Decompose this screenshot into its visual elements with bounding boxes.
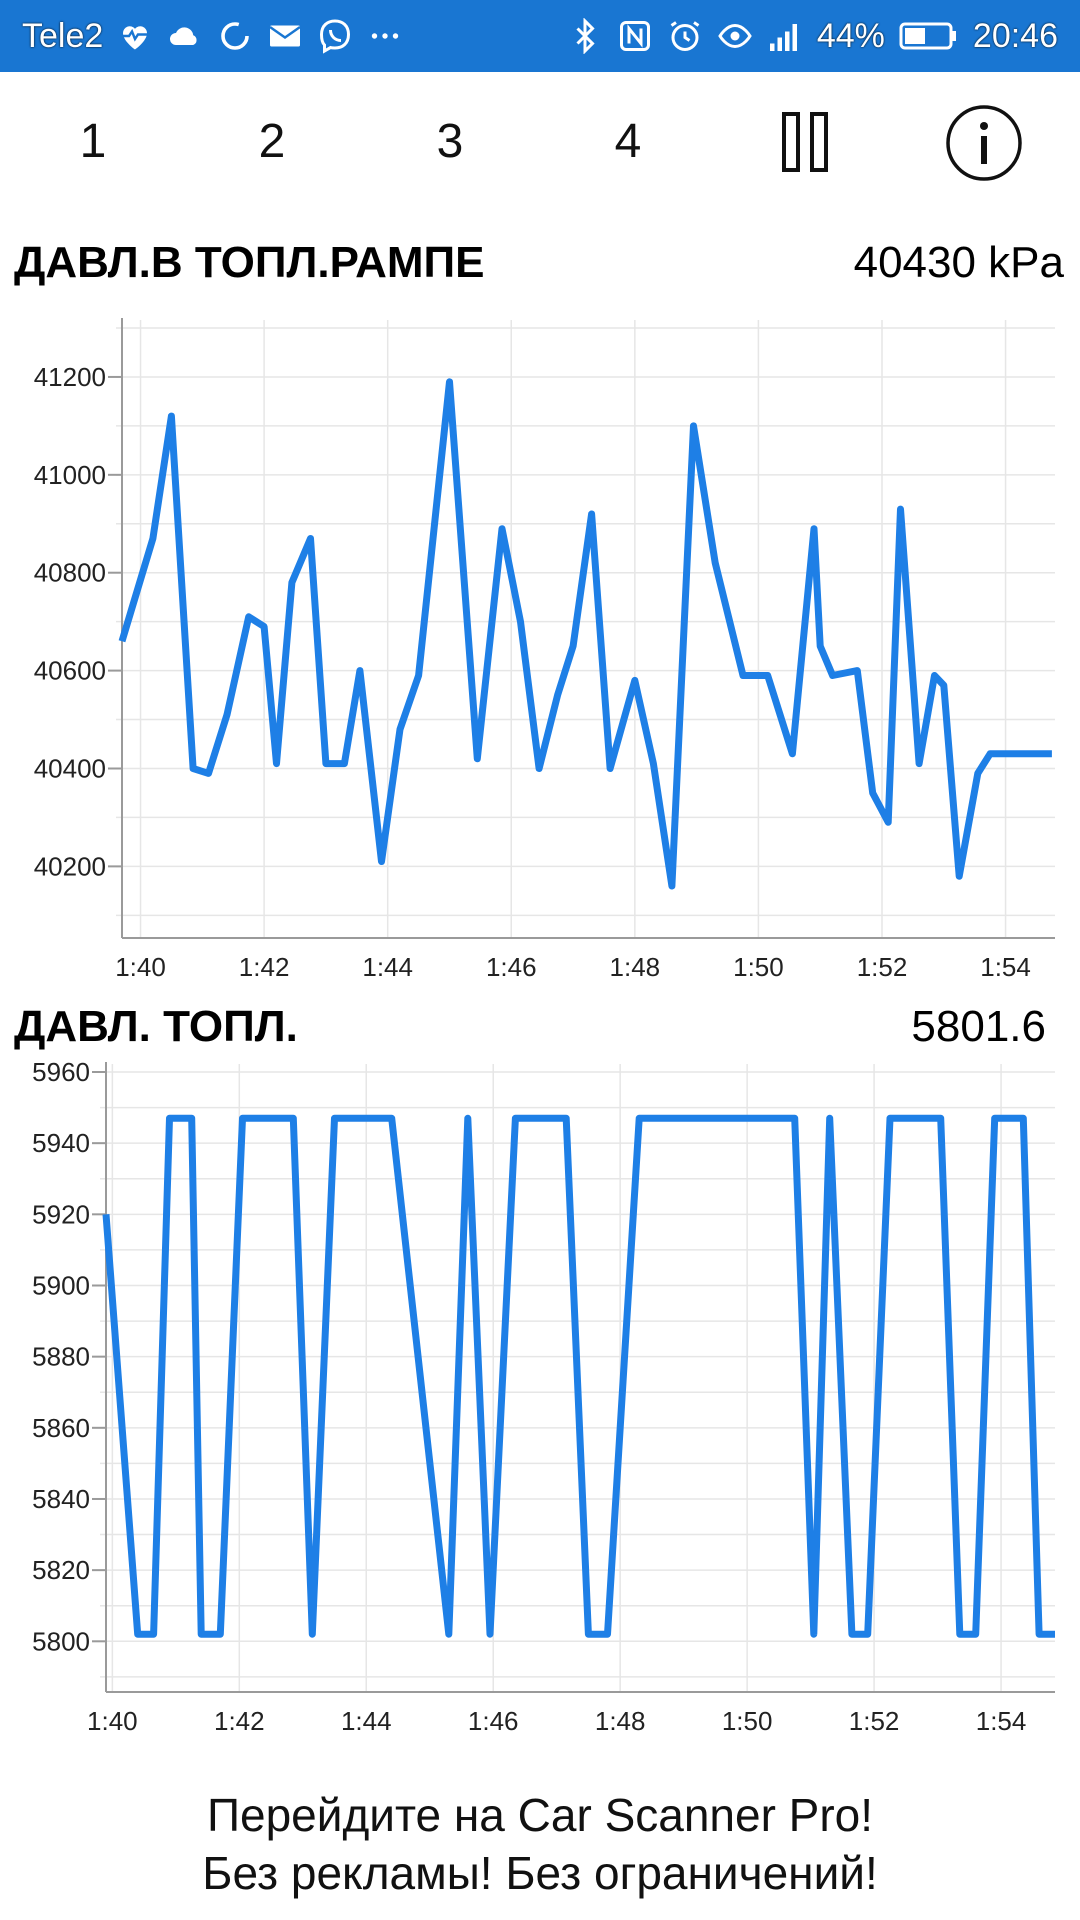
y-tick-label-1: 41200 bbox=[34, 362, 106, 392]
clock: 20:46 bbox=[972, 16, 1058, 55]
y-tick-label-2: 5960 bbox=[32, 1060, 90, 1087]
toolbar: 1 2 3 4 bbox=[0, 72, 1080, 212]
alarm-icon bbox=[670, 21, 700, 51]
nfc-icon bbox=[619, 21, 650, 51]
y-tick-label-1: 40400 bbox=[34, 753, 106, 783]
x-tick-label-1: 1:42 bbox=[239, 952, 290, 982]
promo-line-2: Без рекламы! Без ограничений! bbox=[202, 1847, 878, 1899]
more-icon bbox=[372, 33, 399, 39]
sync-icon bbox=[221, 22, 250, 50]
y-tick-label-2: 5800 bbox=[32, 1626, 90, 1656]
carrier-label: Tele2 bbox=[22, 16, 104, 55]
cloud-icon bbox=[170, 27, 197, 45]
y-tick-label-2: 5860 bbox=[32, 1413, 90, 1443]
y-tick-label-1: 40800 bbox=[34, 558, 106, 588]
x-tick-label-2: 1:42 bbox=[214, 1706, 265, 1736]
signal-icon bbox=[769, 24, 797, 51]
y-tick-label-1: 41000 bbox=[34, 460, 106, 490]
promo-line-1: Перейдите на Car Scanner Pro! bbox=[206, 1789, 874, 1841]
x-tick-label-2: 1:52 bbox=[849, 1706, 900, 1736]
tab-4[interactable]: 4 bbox=[614, 115, 642, 168]
y-tick-label-2: 5880 bbox=[32, 1342, 90, 1372]
x-tick-label-1: 1:52 bbox=[857, 952, 908, 982]
promo-banner[interactable]: Перейдите на Car Scanner Pro! Без реклам… bbox=[0, 1786, 1080, 1902]
tab-3[interactable]: 3 bbox=[436, 115, 464, 168]
info-icon[interactable] bbox=[945, 104, 1023, 182]
fuel-rail-pressure-chart: 1:40 1:42 1:44 1:46 1:48 1:50 1:52 1:54 40200 404… bbox=[34, 318, 1055, 982]
chart-1-value: 40430 kPa bbox=[853, 238, 1064, 287]
x-tick-label-2: 1:40 bbox=[87, 1706, 138, 1736]
x-tick-label-1: 1:40 bbox=[115, 952, 166, 982]
x-tick-label-1: 1:50 bbox=[733, 952, 784, 982]
x-tick-label-1: 1:44 bbox=[362, 952, 413, 982]
pause-icon[interactable] bbox=[780, 112, 830, 172]
x-tick-label-1: 1:48 bbox=[610, 952, 661, 982]
viber-icon bbox=[320, 19, 351, 54]
y-tick-label-2: 5920 bbox=[32, 1199, 90, 1229]
y-tick-label-2: 5900 bbox=[32, 1270, 90, 1300]
tab-1[interactable]: 1 bbox=[79, 115, 107, 168]
x-tick-label-2: 1:44 bbox=[341, 1706, 392, 1736]
chart-2-title: ДАВЛ. ТОПЛ. bbox=[14, 1002, 298, 1051]
battery-percent: 44% bbox=[816, 16, 885, 55]
mail-icon bbox=[269, 25, 301, 47]
eye-icon bbox=[718, 23, 752, 49]
x-tick-label-2: 1:46 bbox=[468, 1706, 519, 1736]
x-tick-label-2: 1:54 bbox=[976, 1706, 1027, 1736]
status-bar: Tele2 44% 20:46 bbox=[0, 0, 1080, 72]
fuel-pressure-chart: 1:40 1:42 1:44 1:46 1:48 1:50 1:52 1:54 5800 5820… bbox=[32, 1060, 1055, 1736]
x-tick-label-1: 1:54 bbox=[980, 952, 1031, 982]
y-tick-label-2: 5840 bbox=[32, 1484, 90, 1514]
heart-pulse-icon bbox=[123, 26, 148, 50]
x-tick-label-1: 1:46 bbox=[486, 952, 537, 982]
chart-1-title: ДАВЛ.В ТОПЛ.РАМПЕ bbox=[14, 238, 485, 287]
chart-2-value: 5801.6 bbox=[911, 1002, 1046, 1051]
x-tick-label-2: 1:48 bbox=[595, 1706, 646, 1736]
series-line-1-0 bbox=[118, 378, 1052, 890]
y-tick-label-1: 40200 bbox=[34, 851, 106, 881]
battery-icon bbox=[899, 22, 956, 50]
tab-2[interactable]: 2 bbox=[258, 115, 286, 168]
y-tick-label-2: 5820 bbox=[32, 1555, 90, 1585]
y-tick-label-1: 40600 bbox=[34, 656, 106, 686]
bluetooth-icon bbox=[576, 18, 595, 54]
y-tick-label-2: 5940 bbox=[32, 1128, 90, 1158]
x-tick-label-2: 1:50 bbox=[722, 1706, 773, 1736]
series-line-2-0 bbox=[102, 1114, 1055, 1638]
